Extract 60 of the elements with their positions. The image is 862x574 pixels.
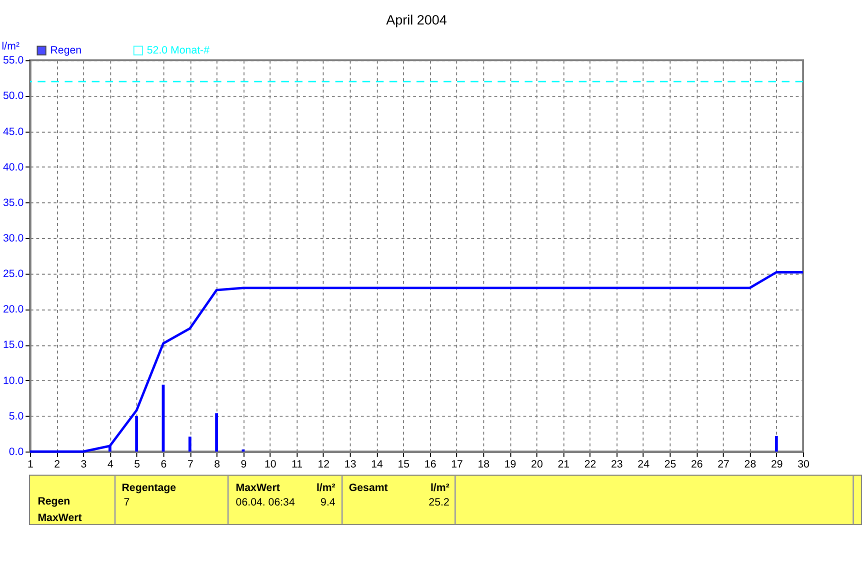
text: MaxWert — [236, 482, 280, 494]
text: 06.04. 06:34 — [236, 496, 295, 509]
y-tick-label: 25.0 — [2, 268, 24, 280]
legend-label: Regen — [50, 44, 82, 56]
x-tick-label: 27 — [718, 458, 730, 471]
text: l/m² — [316, 482, 336, 494]
x-tick-label: 29 — [770, 458, 783, 471]
y-tick-label: 30.0 — [2, 232, 24, 244]
x-tick-label: 19 — [504, 458, 516, 471]
y-tick-label: 0.0 — [8, 446, 24, 458]
x-tick-label: 11 — [292, 458, 303, 471]
x-tick-label: 10 — [264, 458, 276, 471]
x-tick-label: 21 — [558, 458, 570, 471]
bar — [215, 413, 218, 452]
y-tick-label: 20.0 — [2, 304, 24, 316]
bar — [774, 436, 778, 452]
x-tick-label: 3 — [80, 458, 87, 471]
y-tick-label: 55.0 — [2, 54, 24, 67]
x-tick-label: 18 — [478, 458, 490, 471]
y-tick-label: 45.0 — [2, 126, 24, 138]
y-tick-label: 50.0 — [2, 90, 24, 102]
x-tick-label: 9 — [240, 458, 247, 471]
text: l/m² — [430, 482, 450, 494]
x-tick-label: 25 — [664, 458, 676, 471]
x-tick-label: 16 — [424, 458, 436, 471]
text: MaxWert — [38, 512, 82, 524]
x-tick-label: 14 — [371, 458, 383, 471]
text: Gesamt — [348, 482, 388, 494]
text: Regen — [38, 496, 70, 508]
x-tick-label: 6 — [160, 458, 167, 471]
chart-title: April 2004 — [386, 12, 448, 28]
x-tick-label: 28 — [744, 458, 756, 471]
y-tick-label: 40.0 — [2, 161, 24, 174]
x-tick-label: 15 — [398, 458, 410, 471]
legend-label: 52.0 Monat-# — [146, 44, 210, 56]
y-axis-title: l/m² — [2, 40, 20, 53]
y-tick-label: 5.0 — [8, 410, 24, 422]
bar — [188, 436, 192, 452]
x-tick-label: 13 — [344, 458, 356, 471]
text: 7 — [124, 496, 130, 509]
x-tick-label: 12 — [318, 458, 330, 471]
x-tick-label: 24 — [638, 458, 650, 471]
x-tick-label: 7 — [187, 458, 194, 471]
x-tick-label: 5 — [134, 458, 140, 471]
x-tick-label: 17 — [451, 458, 463, 471]
x-tick-label: 22 — [584, 458, 596, 471]
x-tick-label: 8 — [214, 458, 220, 471]
x-tick-label: 1 — [27, 458, 34, 471]
y-tick-label: 15.0 — [2, 339, 24, 352]
text: Regentage — [122, 482, 176, 494]
text: 9.4 — [320, 496, 336, 509]
text: 25.2 — [428, 496, 450, 509]
y-tick-label: 10.0 — [2, 374, 24, 387]
x-tick-label: 20 — [531, 458, 543, 471]
x-tick-label: 23 — [611, 458, 623, 471]
y-tick-label: 35.0 — [2, 196, 24, 209]
x-tick-label: 4 — [107, 458, 114, 471]
x-tick-label: 30 — [798, 458, 810, 471]
x-tick-label: 2 — [54, 458, 60, 471]
x-tick-label: 26 — [690, 458, 703, 471]
